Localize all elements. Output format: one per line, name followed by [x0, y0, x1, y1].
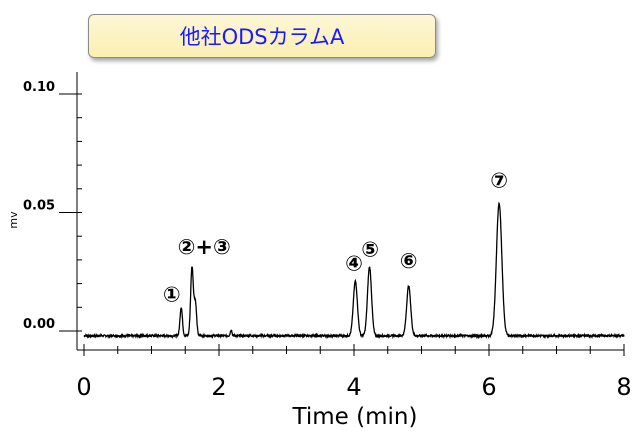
- chromatogram-trace: [83, 201, 625, 340]
- x-tick-label: 0: [76, 373, 91, 401]
- peak-label: ⑦: [490, 169, 508, 193]
- peak-label: ②+③: [178, 235, 231, 259]
- x-tick-label: 6: [481, 373, 496, 401]
- peak-label: ⑤: [361, 237, 379, 261]
- y-tick-label: 0.10: [23, 80, 55, 95]
- y-tick-label: 0.05: [23, 199, 55, 214]
- y-tick-label: 0.00: [23, 317, 55, 332]
- chart-title-box: 他社ODSカラムA: [88, 14, 436, 58]
- x-axis-label: Time (min): [292, 404, 418, 430]
- peak-label: ④: [345, 252, 363, 276]
- x-tick-label: 4: [346, 373, 361, 401]
- x-tick-label: 2: [211, 373, 226, 401]
- x-tick-label: 8: [616, 373, 631, 401]
- peak-label: ①: [163, 282, 181, 306]
- peak-label: ⑥: [400, 249, 418, 273]
- chart-title: 他社ODSカラムA: [179, 25, 345, 49]
- y-axis-label: mv: [7, 211, 20, 229]
